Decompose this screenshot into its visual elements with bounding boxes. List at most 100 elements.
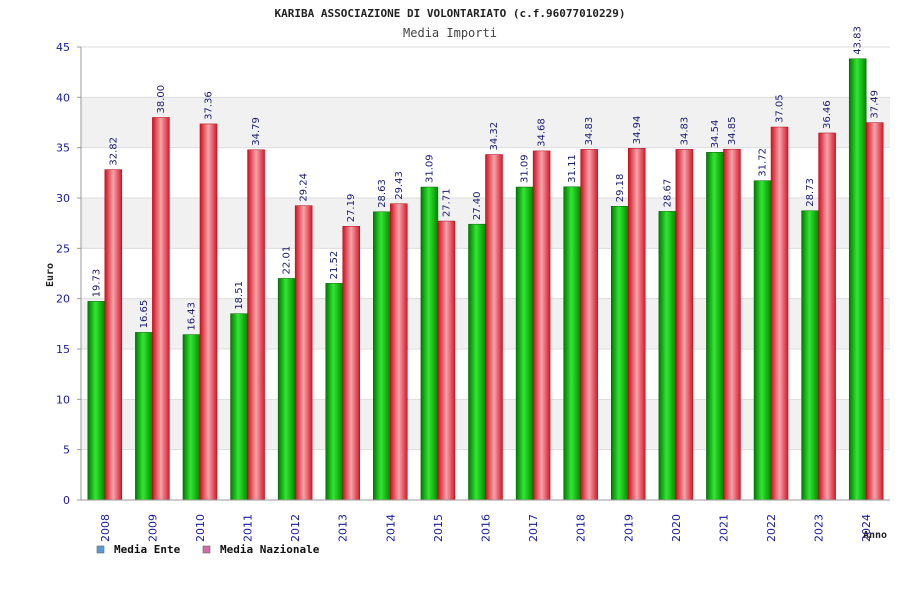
bar-media-nazionale bbox=[390, 203, 408, 501]
legend-swatch-media-nazionale bbox=[202, 545, 211, 554]
x-tick-label: 2020 bbox=[670, 514, 683, 542]
bar-media-ente bbox=[563, 186, 581, 501]
bar-media-nazionale bbox=[723, 148, 741, 501]
y-tick-label: 15 bbox=[56, 343, 70, 356]
x-tick-label: 2019 bbox=[622, 514, 635, 542]
bar-media-ente bbox=[706, 152, 724, 501]
bar-media-ente bbox=[515, 186, 534, 501]
value-label: 22.01 bbox=[282, 246, 293, 275]
grid-band bbox=[81, 47, 890, 98]
bar-media-nazionale bbox=[294, 205, 313, 501]
value-label: 37.36 bbox=[203, 91, 214, 120]
value-label: 27.19 bbox=[346, 194, 357, 223]
bar-media-ente bbox=[87, 301, 106, 501]
x-tick-label: 2010 bbox=[194, 514, 207, 542]
value-label: 21.52 bbox=[329, 251, 340, 280]
value-label: 34.83 bbox=[584, 117, 595, 146]
x-axis-ticks: 2008 2009 2010 2011 2012 2013 2014 2015 2016 2017… bbox=[99, 514, 873, 542]
value-label: 37.49 bbox=[870, 90, 881, 119]
bar-media-nazionale bbox=[580, 149, 598, 501]
value-label: 18.51 bbox=[234, 281, 245, 310]
value-label: 28.73 bbox=[805, 178, 816, 207]
value-label: 31.09 bbox=[520, 154, 531, 183]
bar-media-ente bbox=[848, 58, 867, 501]
y-tick-label: 25 bbox=[56, 242, 70, 255]
value-label: 19.73 bbox=[91, 269, 102, 298]
x-tick-label: 2018 bbox=[575, 514, 588, 542]
value-label: 28.67 bbox=[662, 179, 673, 208]
value-label: 34.83 bbox=[679, 117, 690, 146]
x-axis-label: Anno bbox=[863, 530, 887, 541]
y-tick-label: 10 bbox=[56, 393, 70, 406]
value-labels: 19.73 32.82 16.65 38.00 16.43 37.36 18.51 34.79… bbox=[91, 26, 880, 330]
x-tick-label: 2013 bbox=[337, 514, 350, 542]
value-label: 16.65 bbox=[139, 300, 150, 329]
value-label: 16.43 bbox=[186, 302, 197, 331]
bar-media-ente bbox=[468, 223, 486, 501]
legend: Media Ente Media Nazionale bbox=[96, 543, 320, 556]
value-label: 34.94 bbox=[632, 116, 643, 145]
x-tick-label: 2016 bbox=[480, 514, 493, 542]
bar-media-ente bbox=[325, 283, 343, 501]
bar-media-ente bbox=[230, 313, 248, 501]
bar-media-nazionale bbox=[342, 226, 360, 501]
y-tick-label: 40 bbox=[56, 91, 70, 104]
bar-media-ente bbox=[611, 206, 629, 501]
y-axis-ticks: 0 5 10 15 20 25 30 35 40 45 bbox=[56, 41, 81, 507]
x-tick-label: 2024 bbox=[860, 514, 873, 542]
value-label: 31.72 bbox=[758, 148, 769, 177]
bar-media-ente bbox=[277, 278, 296, 501]
bar-media-nazionale bbox=[485, 154, 503, 501]
bar-media-nazionale bbox=[532, 150, 551, 501]
y-tick-label: 20 bbox=[56, 293, 70, 306]
y-tick-label: 5 bbox=[63, 444, 70, 457]
bar-media-ente bbox=[753, 180, 772, 501]
bar-media-nazionale bbox=[199, 123, 218, 501]
value-label: 31.11 bbox=[567, 154, 578, 183]
bar-media-nazionale bbox=[865, 122, 884, 501]
value-label: 34.68 bbox=[537, 118, 548, 147]
x-tick-label: 2023 bbox=[813, 514, 826, 542]
bar-media-ente bbox=[420, 186, 439, 501]
bar-media-nazionale bbox=[104, 169, 123, 501]
y-tick-label: 30 bbox=[56, 192, 70, 205]
bars bbox=[87, 58, 884, 501]
bar-media-ente bbox=[182, 334, 201, 501]
bar-media-nazionale bbox=[770, 126, 789, 501]
value-label: 27.40 bbox=[472, 192, 483, 221]
value-label: 27.71 bbox=[441, 188, 452, 217]
value-label: 43.83 bbox=[853, 26, 864, 55]
y-tick-label: 35 bbox=[56, 142, 70, 155]
x-tick-label: 2017 bbox=[527, 514, 540, 542]
x-tick-label: 2012 bbox=[289, 514, 302, 542]
bar-media-nazionale bbox=[675, 149, 694, 501]
value-label: 29.24 bbox=[299, 173, 310, 202]
x-tick-label: 2008 bbox=[99, 514, 112, 542]
value-label: 37.05 bbox=[775, 94, 786, 123]
value-label: 31.09 bbox=[424, 154, 435, 183]
bar-media-nazionale bbox=[152, 117, 170, 501]
value-label: 34.54 bbox=[710, 120, 721, 149]
bar-media-ente bbox=[135, 332, 153, 501]
bar-media-nazionale bbox=[818, 132, 836, 501]
legend-swatch-media-ente bbox=[96, 545, 105, 554]
bar-media-ente bbox=[373, 211, 391, 501]
y-axis-label: Euro bbox=[45, 263, 56, 287]
x-tick-label: 2011 bbox=[242, 514, 255, 542]
bar-media-ente bbox=[658, 211, 677, 501]
value-label: 38.00 bbox=[156, 85, 167, 114]
x-tick-label: 2021 bbox=[717, 514, 730, 542]
value-label: 28.63 bbox=[377, 179, 388, 208]
x-tick-label: 2009 bbox=[146, 514, 159, 542]
legend-label-media-ente: Media Ente bbox=[114, 543, 181, 556]
y-tick-label: 45 bbox=[56, 41, 70, 54]
legend-label-media-nazionale: Media Nazionale bbox=[220, 543, 320, 556]
bar-media-nazionale bbox=[437, 220, 456, 501]
value-label: 36.46 bbox=[822, 100, 833, 129]
y-tick-label: 0 bbox=[63, 494, 70, 507]
value-label: 29.18 bbox=[615, 174, 626, 203]
bar-media-nazionale bbox=[247, 149, 265, 501]
value-label: 34.32 bbox=[489, 122, 500, 151]
x-tick-label: 2014 bbox=[384, 514, 397, 542]
